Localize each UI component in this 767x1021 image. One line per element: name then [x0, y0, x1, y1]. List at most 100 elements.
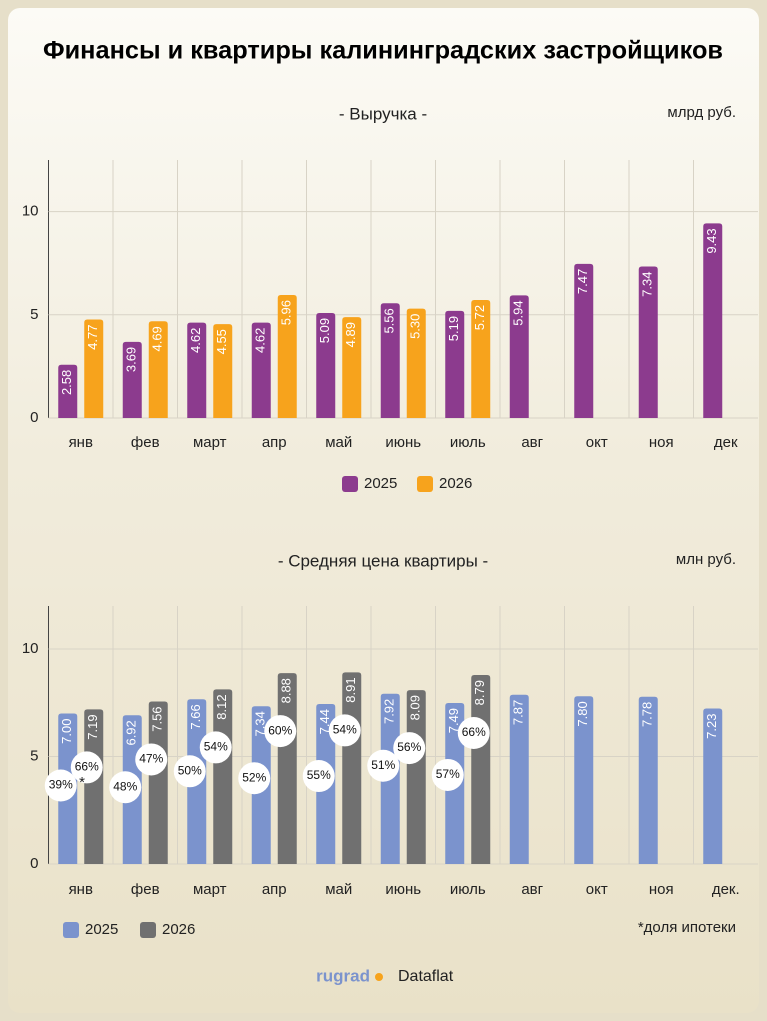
- mortgage-badge: [431, 758, 464, 791]
- mortgage-label: 66%: [75, 760, 99, 774]
- bar: [58, 364, 78, 418]
- x-tick-label: дек.: [712, 881, 740, 898]
- bar: [703, 708, 723, 864]
- value-label: 5.19: [446, 316, 461, 341]
- y-tick-label: 10: [22, 203, 39, 220]
- x-tick-label: янв: [69, 881, 93, 898]
- legend-label: 2025: [85, 921, 118, 938]
- value-label: 2.58: [59, 370, 74, 395]
- value-label: 4.62: [253, 328, 268, 353]
- x-tick-label: дек: [714, 434, 738, 451]
- unit-label: млрд руб.: [667, 104, 736, 121]
- bar: [574, 263, 594, 418]
- x-tick-label: окт: [586, 434, 608, 451]
- bar: [380, 303, 400, 418]
- x-tick-label: март: [193, 434, 227, 451]
- logo-dot: [375, 973, 383, 981]
- value-label: 7.78: [640, 702, 655, 727]
- mortgage-badge: [457, 717, 490, 750]
- mortgage-label: 54%: [333, 723, 357, 737]
- value-label: 4.62: [188, 328, 203, 353]
- bar: [471, 299, 491, 418]
- chart-title: - Средняя цена квартиры -: [278, 551, 488, 570]
- mortgage-label: 50%: [178, 763, 202, 777]
- mortgage-badge: [44, 769, 77, 802]
- mortgage-label: 60%: [268, 723, 292, 737]
- y-tick-label: 0: [30, 409, 38, 426]
- value-label: 7.23: [704, 714, 719, 739]
- y-tick-label: 5: [30, 306, 38, 323]
- value-label: 6.92: [124, 720, 139, 745]
- mortgage-badge: [238, 762, 271, 795]
- mortgage-label: 54%: [204, 740, 228, 754]
- x-tick-label: июль: [450, 434, 486, 451]
- logo: rugrad: [316, 966, 370, 985]
- bar: [406, 308, 426, 418]
- mortgage-badge: [264, 715, 297, 748]
- bar: [148, 321, 168, 418]
- mortgage-badge: [70, 751, 103, 784]
- value-label: 4.69: [150, 326, 165, 351]
- mortgage-badge: [328, 714, 361, 747]
- mortgage-label: 47%: [139, 752, 163, 766]
- x-tick-label: июнь: [385, 881, 421, 898]
- annotation: *: [79, 774, 85, 791]
- x-tick-label: авг: [521, 434, 543, 451]
- x-tick-label: авг: [521, 881, 543, 898]
- bar: [84, 709, 104, 864]
- bar: [638, 266, 658, 418]
- bar: [84, 319, 104, 418]
- page-title: Финансы и квартиры калининградских застр…: [43, 37, 723, 65]
- mortgage-label: 48%: [113, 779, 137, 793]
- value-label: 7.47: [575, 269, 590, 294]
- value-label: 9.43: [704, 228, 719, 253]
- value-label: 8.09: [408, 695, 423, 720]
- bar: [277, 294, 297, 418]
- x-tick-label: фев: [131, 434, 160, 451]
- value-label: 7.87: [511, 700, 526, 725]
- bar: [445, 310, 465, 418]
- chart-title: - Выручка -: [339, 104, 427, 123]
- value-label: 7.66: [188, 704, 203, 729]
- bar: [703, 223, 723, 418]
- x-tick-label: апр: [262, 881, 287, 898]
- source: Dataflat: [398, 968, 454, 985]
- mortgage-label: 52%: [242, 770, 266, 784]
- mortgage-badge: [109, 771, 142, 804]
- value-label: 5.56: [382, 308, 397, 333]
- value-label: 5.30: [408, 314, 423, 339]
- value-label: 7.56: [150, 706, 165, 731]
- x-tick-label: ноя: [649, 434, 674, 451]
- legend-swatch: [63, 922, 79, 938]
- value-label: 7.49: [446, 708, 461, 733]
- x-tick-label: янв: [69, 434, 93, 451]
- legend-swatch: [342, 476, 358, 492]
- mortgage-label: 57%: [436, 767, 460, 781]
- mortgage-badge: [135, 743, 168, 776]
- x-tick-label: июль: [450, 881, 486, 898]
- legend-label: 2026: [439, 475, 472, 492]
- y-tick-label: 5: [30, 747, 38, 764]
- mortgage-badge: [199, 731, 232, 764]
- value-label: 3.69: [124, 347, 139, 372]
- mortgage-badge: [302, 760, 335, 793]
- legend-swatch: [140, 922, 156, 938]
- value-label: 7.44: [317, 709, 332, 734]
- y-tick-label: 0: [30, 855, 38, 872]
- bar: [509, 295, 529, 418]
- x-tick-label: фев: [131, 881, 160, 898]
- value-label: 5.72: [472, 305, 487, 330]
- bar: [509, 694, 529, 864]
- value-label: 5.09: [317, 318, 332, 343]
- legend-label: 2025: [364, 475, 397, 492]
- mortgage-label: 51%: [371, 758, 395, 772]
- value-label: 7.00: [59, 719, 74, 744]
- mortgage-label: 56%: [397, 740, 421, 754]
- bar: [574, 696, 594, 864]
- legend-label: 2026: [162, 921, 195, 938]
- bar: [316, 312, 336, 418]
- x-tick-label: март: [193, 881, 227, 898]
- bar: [638, 696, 658, 864]
